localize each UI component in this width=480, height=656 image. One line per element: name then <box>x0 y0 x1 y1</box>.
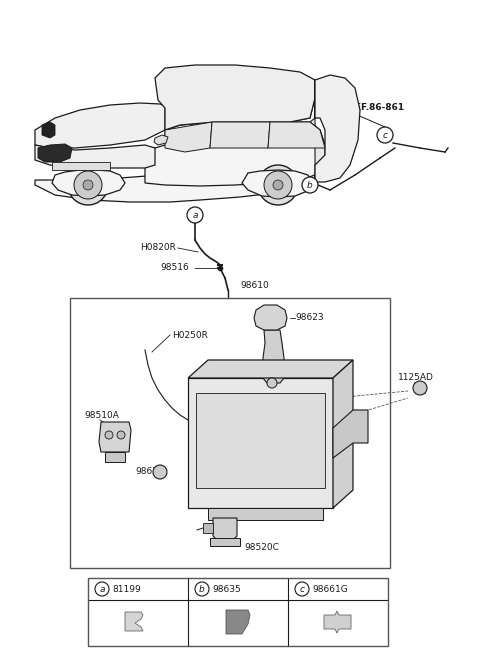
Polygon shape <box>35 103 170 148</box>
Text: 98620: 98620 <box>208 371 237 380</box>
Text: b: b <box>199 584 205 594</box>
Text: H0250R: H0250R <box>172 331 208 340</box>
Polygon shape <box>165 90 315 130</box>
Text: b: b <box>307 180 313 190</box>
Text: REF.86-861: REF.86-861 <box>348 104 404 112</box>
Polygon shape <box>42 122 55 138</box>
Text: 1125AD: 1125AD <box>398 373 434 382</box>
Circle shape <box>258 165 298 205</box>
Polygon shape <box>154 135 168 145</box>
Polygon shape <box>188 378 333 508</box>
Circle shape <box>267 378 277 388</box>
Circle shape <box>95 582 109 596</box>
Polygon shape <box>99 422 131 452</box>
Text: 98635: 98635 <box>212 584 241 594</box>
Polygon shape <box>333 360 353 508</box>
Polygon shape <box>242 170 313 197</box>
Text: 98622: 98622 <box>135 468 164 476</box>
Circle shape <box>105 431 113 439</box>
Circle shape <box>187 207 203 223</box>
Polygon shape <box>310 80 325 182</box>
Polygon shape <box>125 612 143 631</box>
Circle shape <box>413 381 427 395</box>
Text: H0820R: H0820R <box>140 243 176 253</box>
Polygon shape <box>105 452 125 462</box>
Polygon shape <box>203 523 213 533</box>
Polygon shape <box>268 122 325 148</box>
Bar <box>88 578 388 646</box>
Polygon shape <box>324 611 351 633</box>
Circle shape <box>195 582 209 596</box>
Circle shape <box>377 127 393 143</box>
Circle shape <box>117 431 125 439</box>
Text: 98516: 98516 <box>160 264 189 272</box>
Polygon shape <box>196 393 325 488</box>
Text: c: c <box>383 131 387 140</box>
Polygon shape <box>208 508 323 520</box>
Text: 98661G: 98661G <box>312 584 348 594</box>
Polygon shape <box>210 538 240 546</box>
Text: 98623: 98623 <box>295 314 324 323</box>
Circle shape <box>68 165 108 205</box>
Polygon shape <box>213 518 237 540</box>
Polygon shape <box>52 162 110 170</box>
Circle shape <box>295 582 309 596</box>
Polygon shape <box>210 122 270 148</box>
Polygon shape <box>226 610 250 634</box>
Polygon shape <box>35 172 315 202</box>
Polygon shape <box>145 122 325 186</box>
Circle shape <box>264 171 292 199</box>
Circle shape <box>74 171 102 199</box>
Polygon shape <box>315 75 360 182</box>
Polygon shape <box>52 170 125 196</box>
Text: a: a <box>99 584 105 594</box>
Polygon shape <box>155 65 315 130</box>
Circle shape <box>273 180 283 190</box>
Polygon shape <box>35 145 155 168</box>
Text: 81199: 81199 <box>112 584 141 594</box>
Circle shape <box>83 180 93 190</box>
Polygon shape <box>38 144 72 162</box>
Text: a: a <box>192 211 198 220</box>
Text: 98610: 98610 <box>240 281 269 289</box>
Text: 98510A: 98510A <box>84 411 119 419</box>
Polygon shape <box>165 122 212 152</box>
Circle shape <box>302 177 318 193</box>
Text: 98520C: 98520C <box>244 544 279 552</box>
Polygon shape <box>188 360 353 378</box>
Polygon shape <box>333 410 368 458</box>
Text: c: c <box>300 584 304 594</box>
Polygon shape <box>254 305 287 330</box>
Circle shape <box>153 465 167 479</box>
Bar <box>70 298 390 568</box>
Polygon shape <box>263 330 284 383</box>
